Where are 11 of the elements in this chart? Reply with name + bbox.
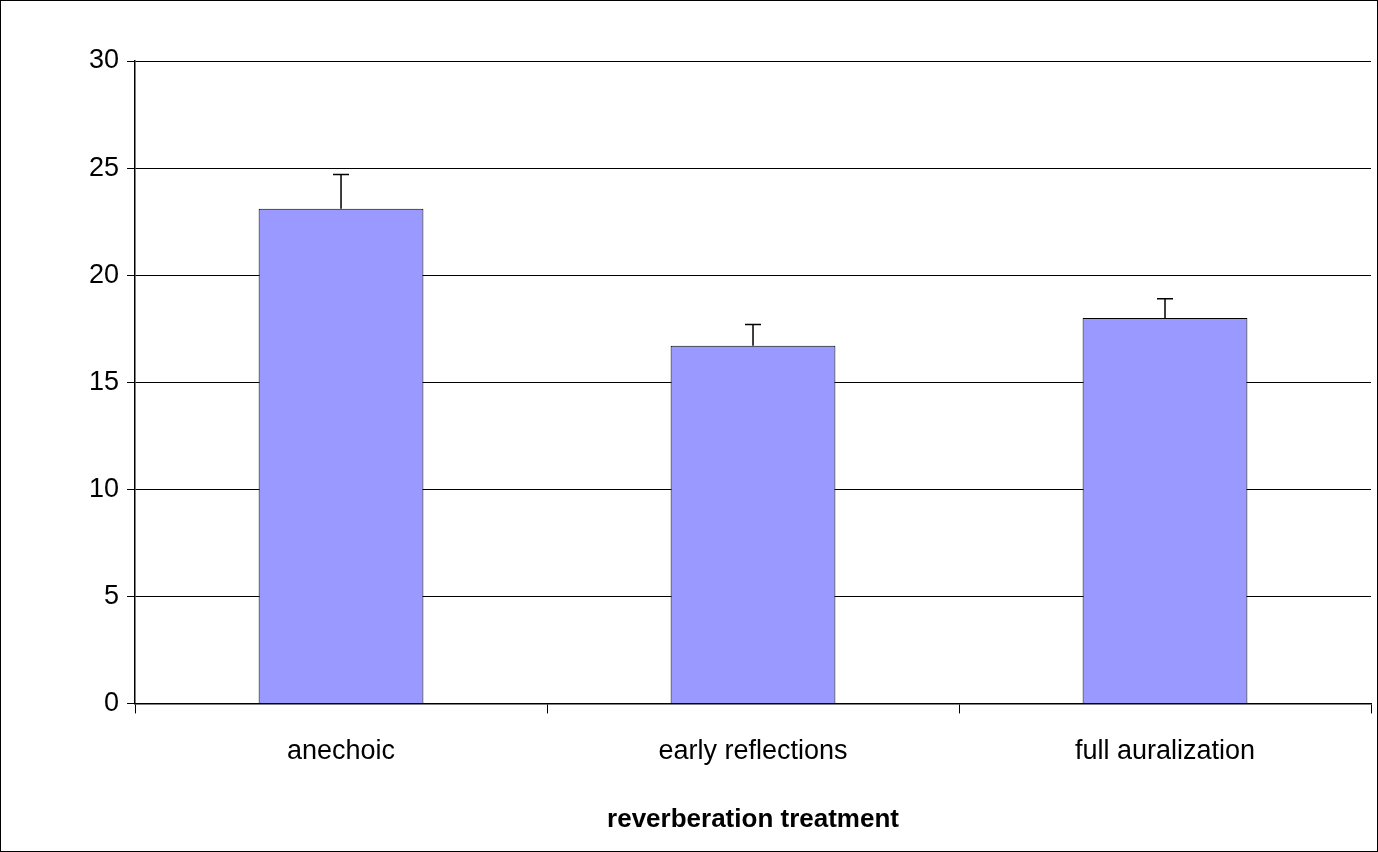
x-tick-label: full auralization (1074, 735, 1256, 766)
y-tick-label: 15 (88, 365, 120, 396)
y-tick-label: 5 (104, 579, 120, 610)
y-tick-label: 0 (104, 686, 120, 717)
x-tick-label: anechoic (286, 735, 396, 766)
x-tick-label: early reflections (658, 735, 848, 766)
y-tick-label: 25 (88, 151, 120, 182)
y-tick-label: 30 (88, 44, 120, 75)
x-axis-title: reverberation treatment (607, 802, 900, 833)
y-tick-label: 10 (88, 472, 120, 503)
y-tick-label: 20 (88, 258, 120, 289)
